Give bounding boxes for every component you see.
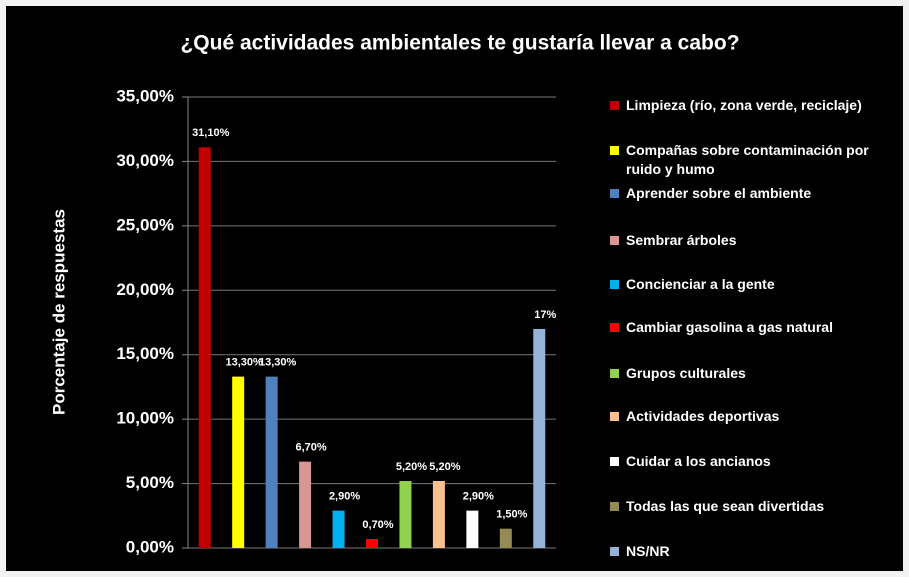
legend-swatch (610, 323, 619, 332)
legend-swatch (610, 547, 619, 556)
value-label: 31,10% (192, 127, 230, 139)
legend-swatch (610, 457, 619, 466)
bar (299, 461, 312, 548)
value-label: 5,20% (429, 461, 460, 473)
value-label: 2,90% (463, 491, 494, 503)
legend-label: Actividades deportivas (626, 408, 780, 424)
value-label: 6,70% (295, 442, 326, 454)
legend-label: Grupos culturales (626, 365, 746, 381)
bar (432, 480, 445, 548)
value-label: 2,90% (329, 491, 360, 503)
legend-swatch (610, 502, 619, 511)
y-tick-label: 10,00% (116, 409, 174, 428)
legend-swatch (610, 101, 619, 110)
value-label: 0,70% (362, 519, 393, 531)
bar (399, 480, 412, 548)
legend-swatch (610, 369, 619, 378)
y-axis-title: Porcentaje de respuestas (49, 209, 68, 415)
bar (366, 538, 378, 548)
legend-swatch (610, 189, 619, 198)
chart-title: ¿Qué actividades ambientales te gustaría… (180, 32, 739, 55)
legend-label: Cambiar gasolina a gas natural (626, 319, 833, 335)
value-label: 13,30% (226, 357, 264, 369)
legend-label: Aprender sobre el ambiente (626, 185, 812, 201)
y-tick-label: 5,00% (126, 473, 174, 492)
legend-label: Todas las que sean divertidas (626, 498, 825, 514)
y-tick-label: 20,00% (116, 280, 174, 299)
bar (232, 376, 245, 548)
value-label: 13,30% (259, 357, 297, 369)
y-tick-label: 25,00% (116, 215, 174, 234)
y-tick-label: 30,00% (116, 151, 174, 170)
value-label: 5,20% (396, 461, 427, 473)
legend-label: Concienciar a la gente (626, 276, 775, 292)
bar (332, 510, 345, 548)
legend-label: Cuidar a los ancianos (626, 453, 771, 469)
legend-swatch (610, 412, 619, 421)
bar (466, 510, 479, 548)
legend-label: NS/NR (626, 543, 670, 559)
value-label: 1,50% (496, 509, 527, 521)
legend-swatch (610, 236, 619, 245)
value-label: 17% (534, 309, 556, 321)
y-tick-label: 35,00% (116, 86, 174, 105)
bar (198, 147, 211, 549)
bar (265, 376, 278, 548)
legend-swatch (610, 280, 619, 289)
legend-label: Limpieza (río, zona verde, reciclaje) (626, 97, 862, 113)
bar (533, 328, 546, 548)
y-tick-label: 0,00% (126, 537, 174, 556)
legend-label: Compañas sobre contaminación por ruido y… (626, 142, 869, 177)
y-tick-label: 15,00% (116, 344, 174, 363)
legend-swatch (610, 146, 619, 155)
legend-label: Sembrar árboles (626, 232, 737, 248)
chart-panel (6, 6, 903, 571)
bar (499, 528, 512, 548)
